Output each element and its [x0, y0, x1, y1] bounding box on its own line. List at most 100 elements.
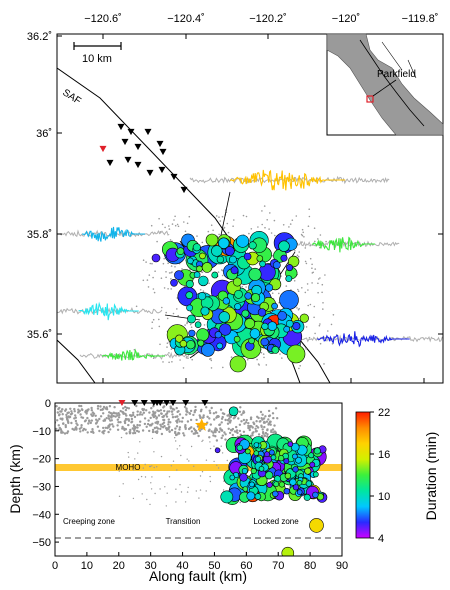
event-circle	[241, 309, 250, 318]
background-event	[138, 424, 141, 427]
background-event	[119, 421, 122, 424]
colorbar-ramp	[355, 411, 371, 539]
background-event	[324, 274, 326, 276]
background-event	[265, 420, 269, 423]
background-event	[188, 412, 191, 415]
background-event	[285, 285, 288, 287]
background-event	[248, 428, 251, 432]
event-circle	[228, 406, 239, 417]
background-event	[178, 428, 181, 431]
event-circle	[176, 247, 185, 255]
background-event	[201, 440, 203, 443]
background-event	[226, 222, 229, 225]
event-circle	[280, 254, 288, 262]
background-event	[135, 429, 139, 433]
event-circle	[233, 335, 241, 343]
background-event	[139, 411, 142, 414]
background-event	[175, 488, 177, 490]
event-circle	[251, 293, 261, 303]
background-event	[112, 425, 115, 428]
background-event	[297, 290, 300, 293]
background-event	[260, 351, 263, 354]
background-event	[254, 430, 258, 433]
event-circle	[304, 467, 312, 475]
background-event	[57, 414, 61, 417]
background-event	[166, 342, 169, 345]
background-event	[186, 322, 188, 325]
background-event	[160, 277, 163, 280]
event-circle	[296, 479, 303, 486]
background-event	[186, 222, 189, 225]
background-event	[156, 466, 158, 468]
event-circle	[287, 441, 294, 448]
background-event	[151, 413, 154, 416]
background-event	[156, 240, 158, 243]
background-event	[160, 432, 164, 436]
background-event	[66, 431, 69, 435]
background-event	[199, 475, 202, 477]
background-event	[311, 272, 314, 274]
event-circle	[264, 451, 270, 458]
background-event	[220, 436, 223, 440]
moho-band	[55, 464, 342, 471]
y-tick-label: −50	[32, 537, 51, 549]
background-event	[221, 274, 224, 277]
background-event	[221, 412, 225, 415]
event-circle	[199, 252, 206, 260]
background-event	[187, 486, 189, 489]
background-event	[145, 425, 148, 428]
background-event	[170, 428, 174, 432]
background-event	[240, 413, 243, 416]
event-circle	[285, 319, 294, 328]
background-event	[176, 469, 178, 471]
background-event	[107, 430, 110, 434]
background-event	[159, 488, 161, 490]
background-event	[289, 223, 292, 225]
background-event	[150, 482, 152, 484]
background-event	[237, 417, 240, 420]
event-circle	[205, 233, 219, 247]
lon-tick-label: −119.8˚	[402, 13, 439, 25]
background-event	[293, 280, 296, 282]
station-marker	[121, 138, 129, 146]
y-tick-label: 0	[45, 398, 51, 410]
background-event	[133, 429, 136, 432]
background-event	[151, 437, 154, 440]
background-event	[104, 426, 108, 429]
background-event	[142, 408, 146, 411]
inset-label: Parkfield	[377, 69, 416, 80]
event-circle	[292, 484, 300, 491]
background-event	[132, 411, 135, 414]
background-event	[298, 367, 300, 370]
x-tick-label: 10	[81, 560, 93, 572]
event-circle	[175, 334, 184, 343]
x-tick-label: 30	[145, 560, 157, 572]
background-event	[150, 224, 153, 227]
background-event	[215, 416, 218, 419]
background-event	[255, 420, 258, 423]
background-event	[239, 406, 242, 409]
background-event	[165, 505, 167, 507]
background-event	[55, 427, 58, 431]
background-event	[169, 239, 172, 241]
background-event	[146, 498, 148, 501]
background-event	[161, 306, 163, 309]
background-event	[154, 492, 156, 495]
background-event	[108, 423, 112, 426]
background-event	[238, 410, 242, 413]
background-event	[168, 361, 170, 364]
background-event	[175, 406, 178, 410]
background-event	[177, 418, 180, 421]
event-circle	[286, 344, 306, 364]
background-event	[272, 416, 275, 420]
background-event	[74, 414, 77, 417]
event-circle	[271, 345, 280, 354]
background-event	[210, 224, 213, 226]
background-event	[226, 414, 229, 417]
background-event	[127, 423, 130, 427]
background-event	[132, 469, 135, 471]
background-event	[129, 428, 132, 432]
background-event	[249, 417, 253, 421]
background-event	[243, 422, 246, 425]
